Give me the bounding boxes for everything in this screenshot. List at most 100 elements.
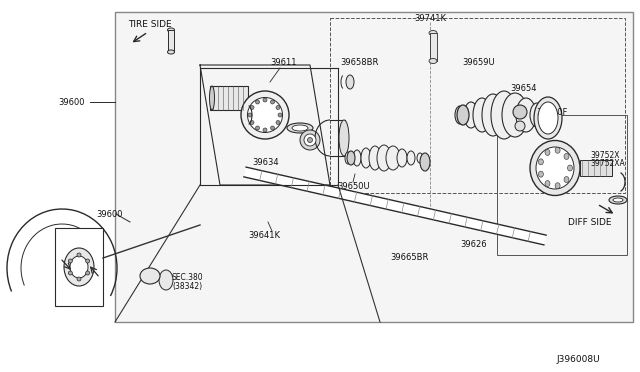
Ellipse shape [292,125,308,131]
Ellipse shape [464,102,478,128]
Ellipse shape [86,259,90,263]
Text: 39665BR: 39665BR [390,253,428,263]
Text: DIFF SIDE: DIFF SIDE [568,218,611,227]
Ellipse shape [429,58,437,64]
Ellipse shape [353,150,361,166]
Ellipse shape [255,126,259,130]
Ellipse shape [513,105,527,119]
Ellipse shape [168,50,175,54]
Ellipse shape [397,149,407,167]
Ellipse shape [502,93,528,137]
Ellipse shape [276,121,280,125]
Ellipse shape [209,86,214,110]
Ellipse shape [407,151,415,165]
Ellipse shape [250,106,254,109]
Text: 39659U: 39659U [462,58,495,67]
Ellipse shape [241,91,289,139]
Ellipse shape [77,277,81,281]
Ellipse shape [515,121,525,131]
Text: 39600: 39600 [96,209,122,218]
Text: 39600F: 39600F [536,108,568,116]
Ellipse shape [538,102,558,134]
Ellipse shape [568,165,573,171]
Ellipse shape [564,177,569,183]
Bar [430,33,437,61]
Ellipse shape [304,134,316,146]
Text: J396008U: J396008U [556,356,600,365]
Ellipse shape [255,100,259,104]
Ellipse shape [555,183,560,189]
Ellipse shape [248,97,282,132]
Ellipse shape [77,253,81,257]
Text: 39658BR: 39658BR [340,58,378,67]
Ellipse shape [287,123,313,133]
Ellipse shape [420,153,430,171]
Ellipse shape [377,145,391,171]
Ellipse shape [300,130,320,150]
Ellipse shape [545,180,550,187]
Text: 39600: 39600 [58,97,84,106]
Text: (38342): (38342) [172,282,202,292]
Ellipse shape [386,146,400,170]
Text: SEC.380: SEC.380 [172,273,204,282]
Text: 39634: 39634 [252,157,278,167]
Ellipse shape [361,148,371,168]
Bar [330,18,625,193]
Ellipse shape [64,248,94,286]
Ellipse shape [339,120,349,156]
Ellipse shape [68,259,72,263]
Text: 39611: 39611 [270,58,296,67]
Ellipse shape [613,198,623,202]
Ellipse shape [248,113,252,117]
Ellipse shape [530,103,544,127]
Ellipse shape [159,270,173,290]
Ellipse shape [276,106,280,109]
Ellipse shape [263,128,267,132]
Ellipse shape [346,75,354,89]
Ellipse shape [271,100,275,104]
Bar [55,228,103,306]
Ellipse shape [278,113,282,117]
Ellipse shape [536,147,574,189]
Text: 39752XA: 39752XA [590,158,625,167]
Text: TIRE SIDE: TIRE SIDE [128,19,172,29]
Ellipse shape [555,147,560,153]
Text: 39654: 39654 [510,83,536,93]
Ellipse shape [369,146,381,170]
Ellipse shape [609,196,627,204]
Ellipse shape [538,159,543,165]
Ellipse shape [307,138,312,142]
Text: 39641K: 39641K [248,231,280,240]
Bar [168,30,174,52]
Bar [210,86,248,110]
Ellipse shape [482,94,504,136]
Ellipse shape [168,28,175,32]
Text: 39752X: 39752X [590,151,620,160]
Ellipse shape [473,98,491,132]
Bar [497,115,627,255]
Ellipse shape [345,152,351,164]
Ellipse shape [417,153,423,163]
Ellipse shape [70,256,88,278]
Polygon shape [244,167,546,245]
Ellipse shape [68,271,72,275]
Ellipse shape [530,141,580,196]
Bar [580,160,612,176]
Text: 39741K: 39741K [414,13,446,22]
Ellipse shape [140,268,160,284]
Text: 39650U: 39650U [337,182,370,190]
Ellipse shape [534,97,562,139]
Ellipse shape [538,171,543,177]
Text: 39626: 39626 [460,240,486,248]
Ellipse shape [516,98,536,132]
Ellipse shape [86,271,90,275]
Ellipse shape [455,106,465,124]
Ellipse shape [347,151,355,165]
Ellipse shape [457,105,469,125]
Ellipse shape [263,98,267,102]
Ellipse shape [429,31,437,35]
Ellipse shape [271,126,275,130]
Ellipse shape [491,91,517,139]
Ellipse shape [545,150,550,155]
Bar [115,12,633,322]
